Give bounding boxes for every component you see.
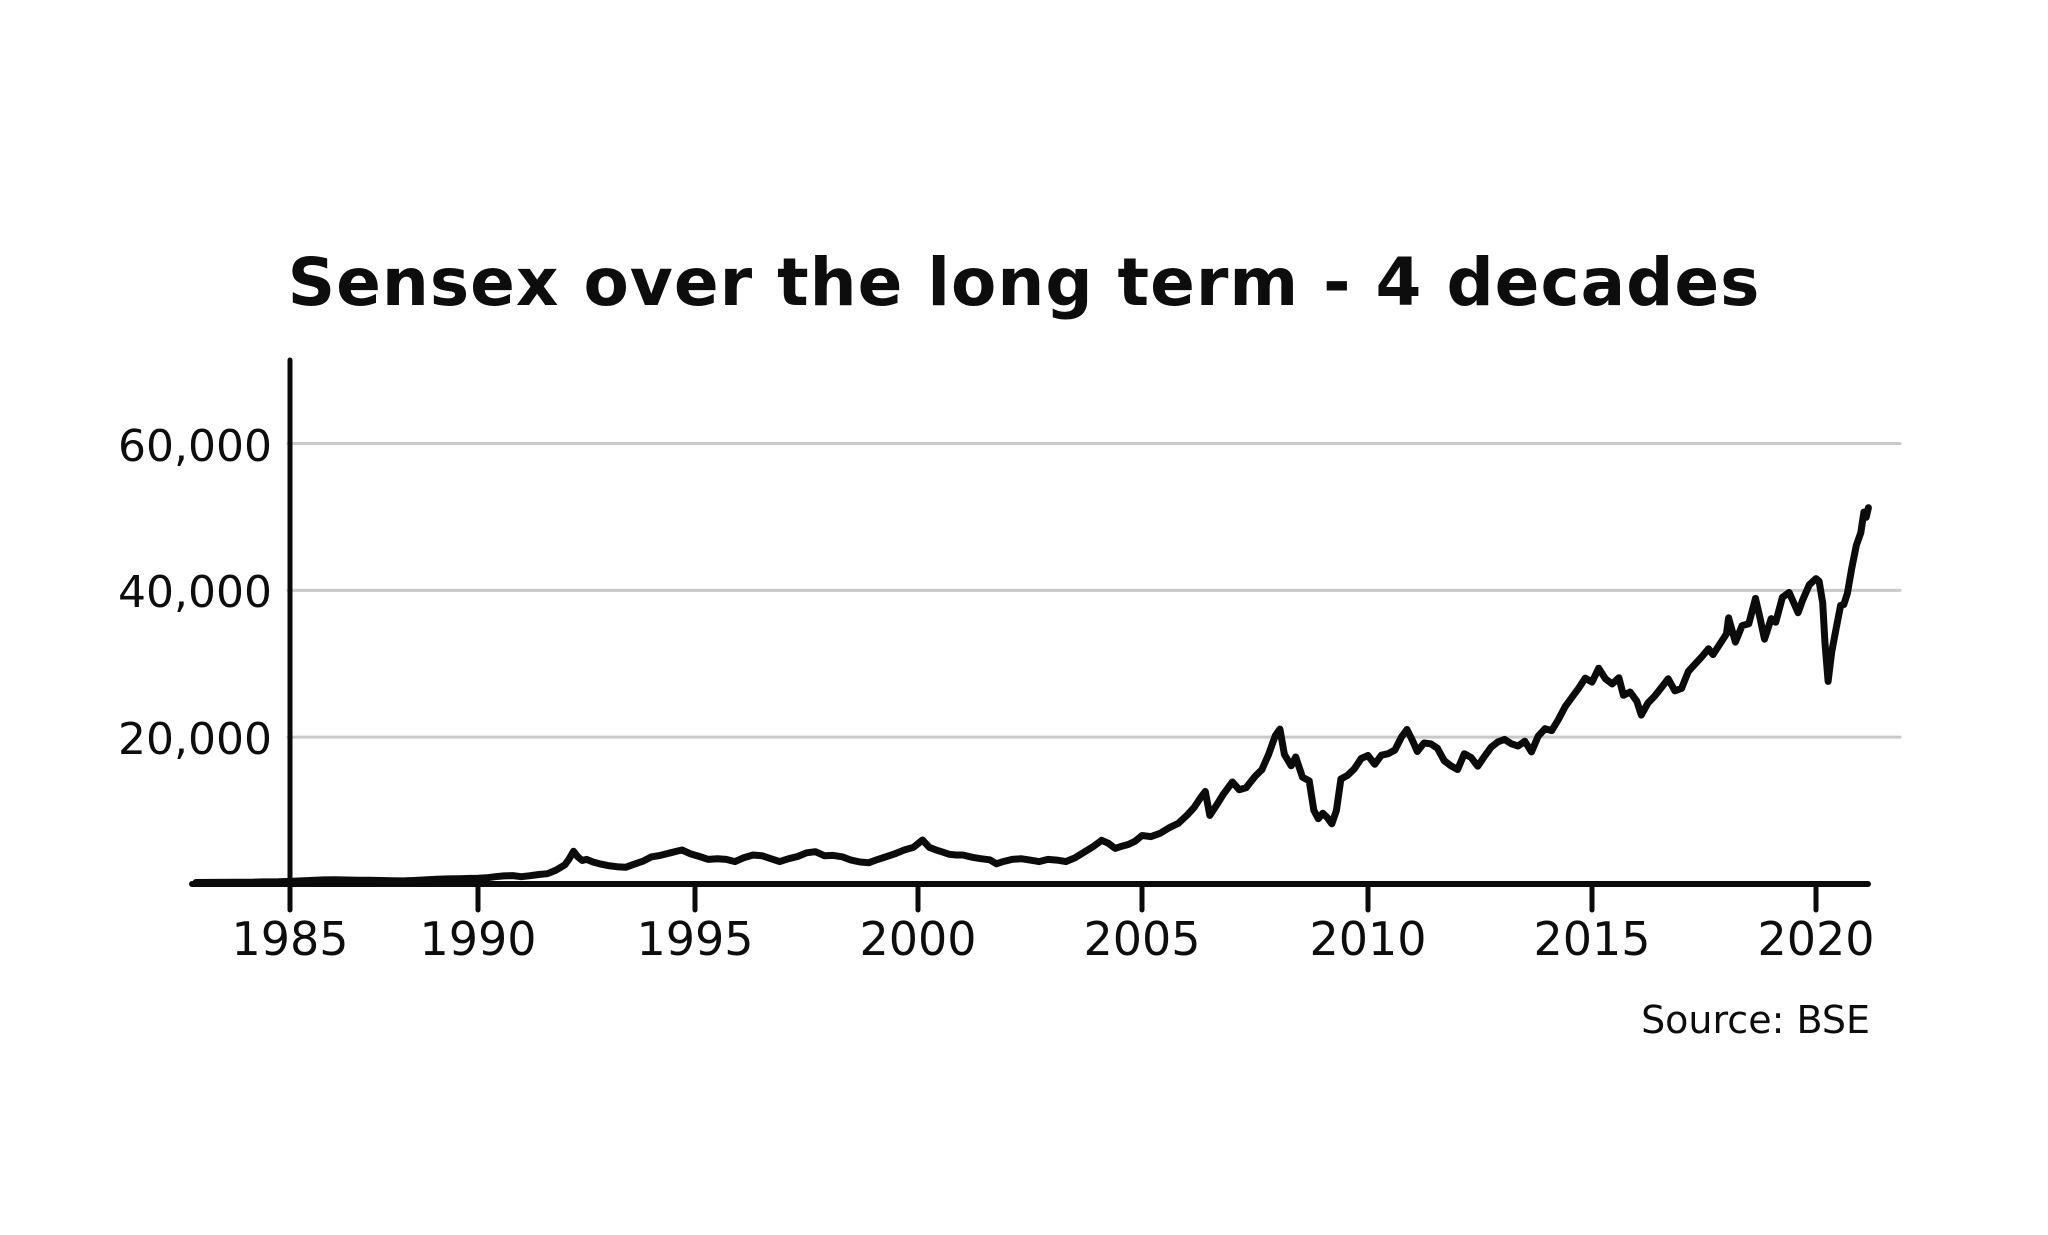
x-tick-label-1985: 1985 [231,912,349,966]
x-tick-label-2005: 2005 [1083,912,1201,966]
x-tick-label-2020: 2020 [1757,912,1875,966]
y-tick-label-60,000: 60,000 [118,420,272,472]
source-note: Source: BSE [1641,998,1870,1042]
x-tick-label-2015: 2015 [1533,912,1651,966]
chart-title: Sensex over the long term - 4 decades [287,244,1761,321]
y-axis-labels: 20,000 40,000 60,000 [0,0,272,1000]
y-tick-label-20,000: 20,000 [118,714,272,766]
y-tick-label-40,000: 40,000 [118,567,272,619]
x-tick-label-2000: 2000 [859,912,977,966]
sensex-line [192,504,1872,886]
x-tick-label-2010: 2010 [1309,912,1427,966]
x-tick-label-1990: 1990 [419,912,537,966]
x-axis-labels: 1985 1990 1995 2000 2005 2010 2015 2020 [231,912,1875,966]
x-tick-label-1995: 1995 [636,912,754,966]
